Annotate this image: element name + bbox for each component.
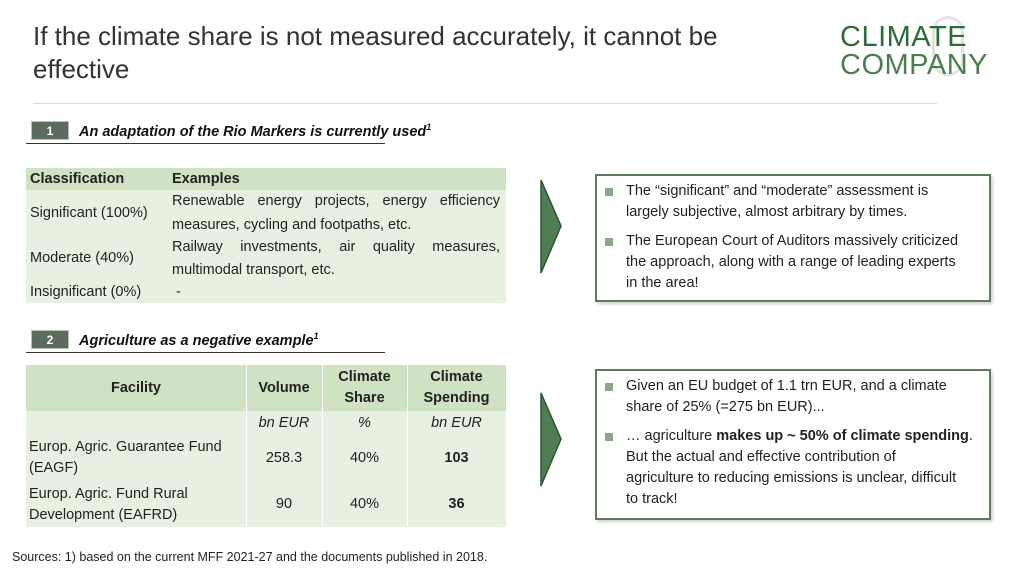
row-insignificant-classification: Insignificant (0%) bbox=[30, 284, 142, 300]
row-moderate-examples-2: multimodal transport, etc. bbox=[172, 262, 335, 278]
climate-company-logo: CLIMATE COMPANY bbox=[840, 16, 1000, 82]
arrow-right-icon bbox=[540, 392, 562, 487]
row-eagf-spending: 103 bbox=[444, 450, 469, 466]
row-eagf-volume: 258.3 bbox=[265, 450, 303, 466]
page-title: If the climate share is not measured acc… bbox=[33, 21, 718, 84]
section-1-commentary-box: The “significant” and “moderate” assessm… bbox=[595, 174, 991, 302]
section-1-bullet-2: The European Court of Auditors massively… bbox=[626, 233, 959, 291]
section-2-commentary-box: Given an EU budget of 1.1 trn EUR, and a… bbox=[595, 369, 991, 520]
arrow-right-icon bbox=[540, 179, 562, 274]
section-2-heading: Agriculture as a negative example1 bbox=[79, 331, 319, 349]
header-volume: Volume bbox=[258, 380, 310, 396]
logo-ring-icon bbox=[932, 16, 964, 76]
row-eagf-share: 40% bbox=[349, 450, 380, 466]
section-2-underline bbox=[26, 352, 385, 353]
unit-volume: bn EUR bbox=[258, 415, 310, 431]
header-classification: Classification bbox=[30, 171, 125, 187]
header-examples: Examples bbox=[172, 171, 240, 187]
logo-line-2: COMPANY bbox=[840, 49, 988, 81]
row-eagf-facility: Europ. Agric. Guarantee Fund (EAGF) bbox=[29, 439, 222, 476]
agriculture-table: Facility Volume Climate Share Climate Sp… bbox=[26, 365, 506, 527]
unit-spending: bn EUR bbox=[431, 415, 482, 431]
row-significant-examples-1: Renewable energy projects, energy effici… bbox=[172, 193, 500, 209]
row-moderate-examples-1: Railway investments, air quality measure… bbox=[172, 239, 500, 255]
bullet-square-icon bbox=[605, 238, 613, 246]
section-1-heading: An adaptation of the Rio Markers is curr… bbox=[79, 122, 432, 140]
section-1-bullet-1: The “significant” and “moderate” assessm… bbox=[626, 183, 929, 220]
row-insignificant-examples: - bbox=[176, 284, 181, 300]
section-2-bullet-2: … agriculture makes up ~ 50% of climate … bbox=[626, 428, 973, 507]
row-significant-classification: Significant (100%) bbox=[30, 205, 148, 221]
header-climate-share: Climate Share bbox=[338, 369, 391, 406]
section-2-bullet-1: Given an EU budget of 1.1 trn EUR, and a… bbox=[626, 378, 947, 415]
table-header-row bbox=[26, 365, 506, 411]
sources-footnote: Sources: 1) based on the current MFF 202… bbox=[12, 550, 488, 564]
header-divider bbox=[33, 103, 937, 104]
section-1-badge: 1 bbox=[31, 121, 69, 140]
row-eafrd-facility: Europ. Agric. Fund Rural Development (EA… bbox=[29, 486, 188, 523]
section-2-badge: 2 bbox=[31, 330, 69, 349]
section-1-underline bbox=[26, 143, 385, 144]
row-moderate-classification: Moderate (40%) bbox=[30, 250, 134, 266]
unit-share: % bbox=[358, 415, 371, 431]
bullet-square-icon bbox=[605, 188, 613, 196]
header-climate-spending: Climate Spending bbox=[423, 369, 490, 406]
table-header-row bbox=[26, 168, 506, 190]
row-eafrd-share: 40% bbox=[349, 496, 380, 512]
header-facility: Facility bbox=[111, 380, 161, 396]
rio-markers-table: Classification Examples Significant (100… bbox=[26, 168, 506, 303]
bullet-square-icon bbox=[605, 433, 613, 441]
bullet-square-icon bbox=[605, 383, 613, 391]
logo-line-1: CLIMATE bbox=[840, 21, 968, 53]
row-eafrd-spending: 36 bbox=[448, 496, 465, 512]
row-significant-examples-2: measures, cycling and footpaths, etc. bbox=[172, 217, 412, 233]
row-eafrd-volume: 90 bbox=[275, 496, 293, 512]
